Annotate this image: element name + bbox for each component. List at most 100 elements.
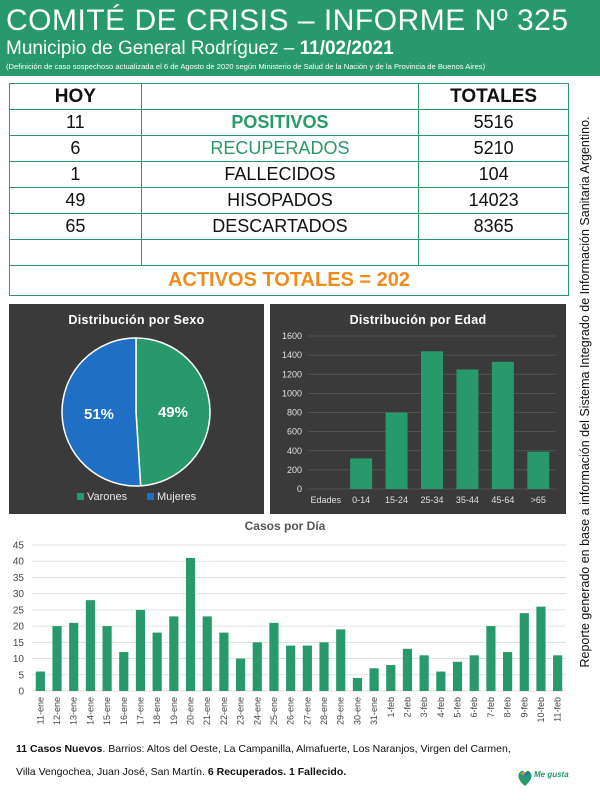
- hoy-value: 6: [9, 135, 142, 162]
- age-bar: [350, 458, 373, 489]
- day-bar: [236, 658, 246, 691]
- report-title: COMITÉ DE CRISIS – INFORME Nº 325: [6, 4, 569, 37]
- footer-line-2: Villa Vengochea, Juan José, San Martín. …: [16, 766, 346, 778]
- age-distribution-panel: Distribución por Edad 0 200 400 600 800 1000 1…: [270, 304, 566, 514]
- table-row: 65 DESCARTADOS 8365: [9, 213, 569, 240]
- x-tick-label: 29-ene: [336, 697, 346, 725]
- day-bar: [52, 626, 62, 691]
- y-tick-label: 45: [13, 541, 25, 552]
- age-bar: [527, 451, 550, 489]
- recovered-deaths-summary: 6 Recuperados. 1 Fallecido.: [207, 766, 347, 778]
- day-bar: [102, 626, 112, 691]
- x-tick-label: 7-feb: [486, 697, 496, 718]
- barrios-list-cont: Villa Vengochea, Juan José, San Martín.: [16, 766, 208, 778]
- header-hoy: HOY: [9, 83, 142, 110]
- x-tick-label: 9-feb: [519, 697, 529, 718]
- x-tick-label: 2-feb: [402, 697, 412, 718]
- legend-swatch: [77, 493, 84, 500]
- activos-totales: ACTIVOS TOTALES = 202: [9, 265, 569, 296]
- pie-slice-varones: [135, 337, 211, 487]
- x-tick-label: 3-feb: [419, 697, 429, 718]
- day-bar: [419, 655, 429, 691]
- x-tick-label: 25-ene: [269, 697, 279, 725]
- legend-label: Mujeres: [157, 491, 197, 503]
- day-bar: [469, 655, 479, 691]
- x-tick-label: 13-ene: [69, 697, 79, 725]
- pie-slice-mujeres: [61, 337, 142, 487]
- day-bar: [286, 645, 296, 691]
- x-axis-title: Edades: [310, 495, 341, 505]
- y-tick-label: 1200: [282, 369, 302, 379]
- report-date: 11/02/2021: [299, 38, 394, 59]
- day-bar: [352, 678, 362, 691]
- empty-cell: [140, 239, 420, 266]
- empty-cell: [9, 239, 142, 266]
- side-note-container: Reporte generado en base a información d…: [574, 84, 596, 700]
- x-tick-label: 11-ene: [35, 697, 45, 724]
- x-tick-label: 25-34: [420, 495, 443, 505]
- total-value: 104: [418, 161, 569, 188]
- day-bar: [519, 613, 529, 691]
- sex-pie-chart: 49% 51% Varones Mujeres: [61, 337, 211, 503]
- total-value: 8365: [418, 213, 569, 240]
- x-tick-label: 8-feb: [503, 697, 513, 718]
- day-bar: [386, 665, 396, 691]
- y-tick-label: 40: [13, 557, 25, 568]
- x-tick-label: 17-ene: [135, 697, 145, 725]
- x-tick-label: 5-feb: [453, 697, 463, 718]
- sex-chart-title: Distribución por Sexo: [68, 313, 205, 327]
- activos-row: ACTIVOS TOTALES = 202: [9, 265, 569, 296]
- table-header-row: HOY TOTALES: [9, 83, 569, 110]
- x-tick-label: 10-feb: [536, 697, 546, 723]
- report-header: COMITÉ DE CRISIS – INFORME Nº 325 Munici…: [0, 0, 600, 76]
- day-bar: [35, 671, 45, 691]
- day-bar: [503, 652, 513, 691]
- table-row: 49 HISOPADOS 14023: [9, 187, 569, 214]
- day-bar: [436, 671, 446, 691]
- x-tick-label: 1-feb: [386, 697, 396, 718]
- day-bar: [252, 642, 262, 691]
- x-tick-label: 15-24: [385, 495, 408, 505]
- total-value: 14023: [418, 187, 569, 214]
- y-tick-label: 200: [287, 465, 302, 475]
- y-tick-label: 800: [287, 408, 302, 418]
- x-tick-label: 35-44: [456, 495, 479, 505]
- sex-distribution-panel: Distribución por Sexo 49% 51% Varones Mujer…: [9, 304, 264, 514]
- x-tick-label: 14-ene: [85, 697, 95, 725]
- barrios-list: . Barrios: Altos del Oeste, La Campanill…: [102, 743, 511, 755]
- age-bar: [456, 369, 479, 489]
- day-bar: [269, 622, 279, 691]
- y-tick-label: 15: [13, 638, 25, 649]
- x-tick-label: 26-ene: [286, 697, 296, 725]
- x-tick-label: 27-ene: [302, 697, 312, 725]
- y-tick-label: 0: [18, 687, 24, 698]
- x-tick-label: 12-ene: [52, 697, 62, 725]
- x-tick-label: 21-ene: [202, 697, 212, 725]
- daily-chart-title: Casos por Día: [245, 519, 326, 533]
- day-bar: [85, 600, 95, 691]
- day-bar: [553, 655, 563, 691]
- row-label: RECUPERADOS: [140, 135, 420, 162]
- age-bar: [491, 361, 514, 489]
- report-subtitle: Municipio de General Rodríguez – 11/02/2…: [6, 38, 394, 60]
- y-tick-label: 400: [287, 446, 302, 456]
- municipality-label: Municipio de General Rodríguez –: [6, 38, 300, 59]
- day-bar: [202, 616, 212, 691]
- definition-note: (Definición de caso sospechoso actualiza…: [6, 62, 486, 71]
- y-tick-label: 1600: [282, 331, 302, 341]
- footer-line-1: 11 Casos Nuevos. Barrios: Altos del Oest…: [16, 743, 511, 755]
- x-tick-label: 19-ene: [169, 697, 179, 725]
- day-bar: [536, 606, 546, 691]
- x-tick-label: 16-ene: [119, 697, 129, 725]
- legend-label: Varones: [87, 491, 128, 503]
- y-tick-label: 600: [287, 427, 302, 437]
- y-tick-label: 20: [13, 622, 25, 633]
- stats-table: HOY TOTALES 11 POSITIVOS 5516 6 RECUPERA…: [9, 83, 569, 296]
- row-label: FALLECIDOS: [140, 161, 420, 188]
- x-tick-label: 15-ene: [102, 697, 112, 725]
- pie-value-label: 51%: [84, 406, 114, 423]
- x-tick-label: 28-ene: [319, 697, 329, 725]
- heart-logo-icon: [518, 770, 532, 786]
- header-totales: TOTALES: [418, 83, 569, 110]
- x-tick-label: 23-ene: [236, 697, 246, 725]
